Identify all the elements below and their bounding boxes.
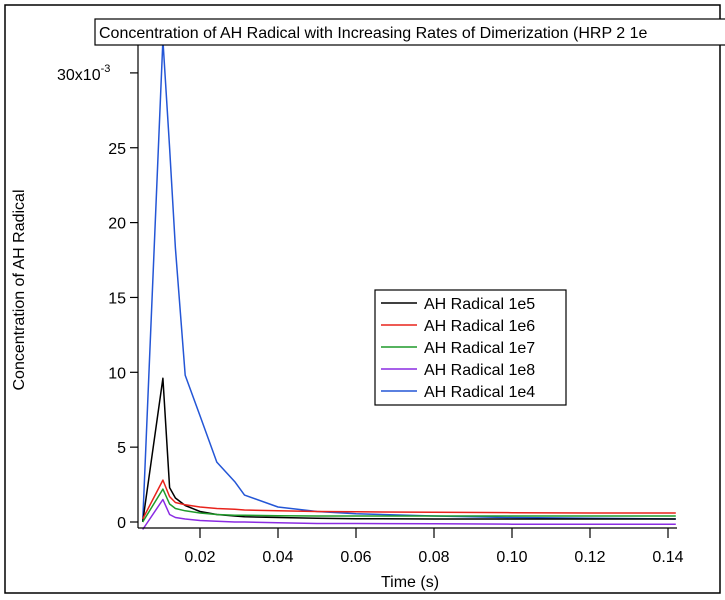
y-tick-label: 10 <box>108 365 126 382</box>
x-axis-label: Time (s) <box>381 574 439 591</box>
y-tick-label: 0 <box>117 515 126 532</box>
x-tick-label: 0.12 <box>574 549 605 566</box>
legend-label: AH Radical 1e8 <box>424 362 535 379</box>
plot-area <box>141 40 676 530</box>
x-tick-label: 0.06 <box>340 549 371 566</box>
x-tick-label: 0.08 <box>418 549 449 566</box>
legend-label: AH Radical 1e4 <box>424 384 535 401</box>
series-line-ah-radical-1e5 <box>141 377 676 523</box>
chart-title: Concentration of AH Radical with Increas… <box>99 25 648 42</box>
y-axis-label: Concentration of AH Radical <box>11 190 28 391</box>
y-tick-label: 25 <box>108 141 126 158</box>
x-tick-label: 0.02 <box>184 549 215 566</box>
y-tick-label: 20 <box>108 216 126 233</box>
x-tick-label: 0.10 <box>496 549 527 566</box>
series-line-ah-radical-1e4 <box>141 40 676 523</box>
y-tick-label-top: 30x10-3 <box>57 63 110 84</box>
y-tick-label: 5 <box>117 440 126 457</box>
series-line-ah-radical-1e7 <box>142 488 676 523</box>
outer-frame <box>4 4 721 594</box>
x-ticks: 0.02 0.04 0.06 0.08 0.10 0.12 0.14 <box>184 528 684 566</box>
legend-label: AH Radical 1e7 <box>424 340 535 357</box>
x-tick-label: 0.14 <box>652 549 683 566</box>
series-line-ah-radical-1e8 <box>142 498 676 530</box>
x-tick-label: 0.04 <box>262 549 293 566</box>
y-tick-label: 15 <box>108 290 126 307</box>
y-ticks: 0 5 10 15 20 25 <box>108 72 138 532</box>
title-box: Concentration of AH Radical with Increas… <box>94 18 725 46</box>
series-line-ah-radical-1e6 <box>142 479 676 520</box>
legend-label: AH Radical 1e6 <box>424 318 535 335</box>
legend: AH Radical 1e5 AH Radical 1e6 AH Radical 1… <box>374 289 567 406</box>
legend-label: AH Radical 1e5 <box>424 296 535 313</box>
